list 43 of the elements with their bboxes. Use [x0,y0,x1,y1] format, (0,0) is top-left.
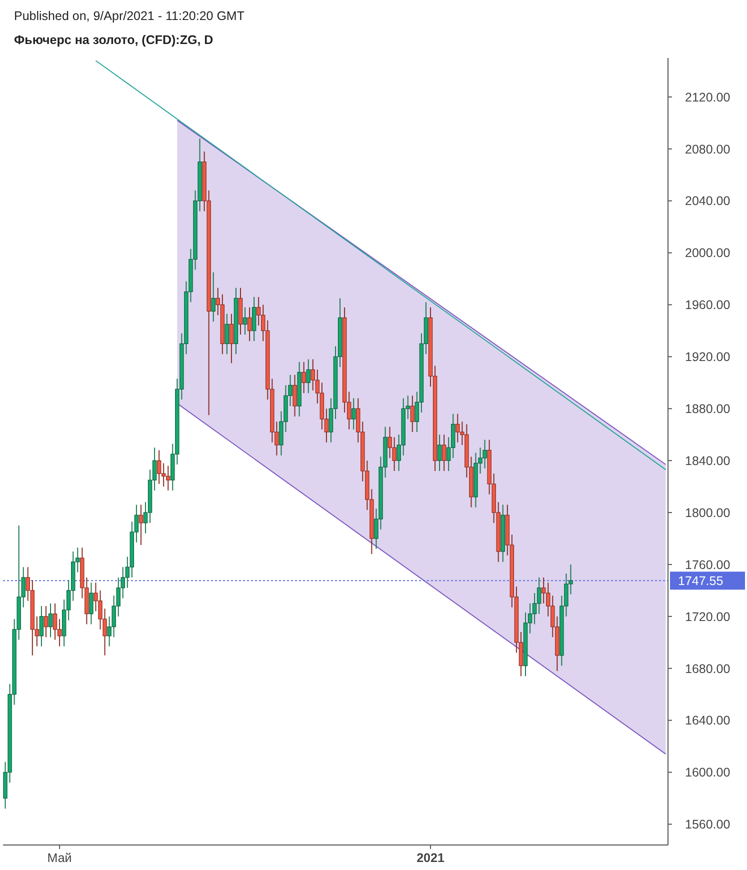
y-tick-label: 1880.00 [685,402,730,416]
y-tick-label: 2000.00 [685,246,730,260]
y-tick-label: 1920.00 [685,350,730,364]
candlestick [536,576,542,614]
y-tick-label: 2120.00 [685,90,730,104]
candlestick [138,504,144,546]
candlestick [229,313,234,364]
candlestick [242,306,248,336]
candlestick [410,395,415,433]
candlestick [541,576,546,604]
candlestick [247,306,252,342]
ref-line-label: 1747.55 [678,574,724,588]
x-tick-label: Май [47,851,72,865]
candlestick [292,374,297,417]
candlestick [161,462,166,488]
y-tick-label: 1680.00 [685,662,730,676]
y-tick-label: 1800.00 [685,506,730,520]
y-tick-label: 1960.00 [685,298,730,312]
y-tick-label: 1840.00 [685,454,730,468]
candlestick [44,606,48,638]
candlestick [252,296,256,342]
candlestick [211,272,216,322]
chart-title: Фьючерс на золото, (CFD):ZG, D [14,33,214,47]
y-tick-label: 1560.00 [685,818,730,832]
text: Published on, 9/Apr/2021 - 11:20:20 GMT [14,9,245,23]
y-tick-label: 1760.00 [685,558,730,572]
candlestick [351,398,356,430]
y-tick-label: 2040.00 [685,194,730,208]
candlestick [437,434,442,472]
candlestick [224,313,230,355]
x-tick-label: 2021 [416,851,444,865]
y-tick-label: 1720.00 [685,610,730,624]
candlestick [52,602,58,640]
candlestick [156,450,162,484]
candlestick [302,361,306,394]
candlestick [442,434,446,472]
y-tick-label: 1600.00 [685,766,730,780]
candlestick [306,358,310,394]
y-tick-label: 2080.00 [685,142,730,156]
y-tick-label: 1640.00 [685,714,730,728]
candlestick [39,606,44,647]
candlestick [48,602,53,638]
candlestick [89,582,94,625]
